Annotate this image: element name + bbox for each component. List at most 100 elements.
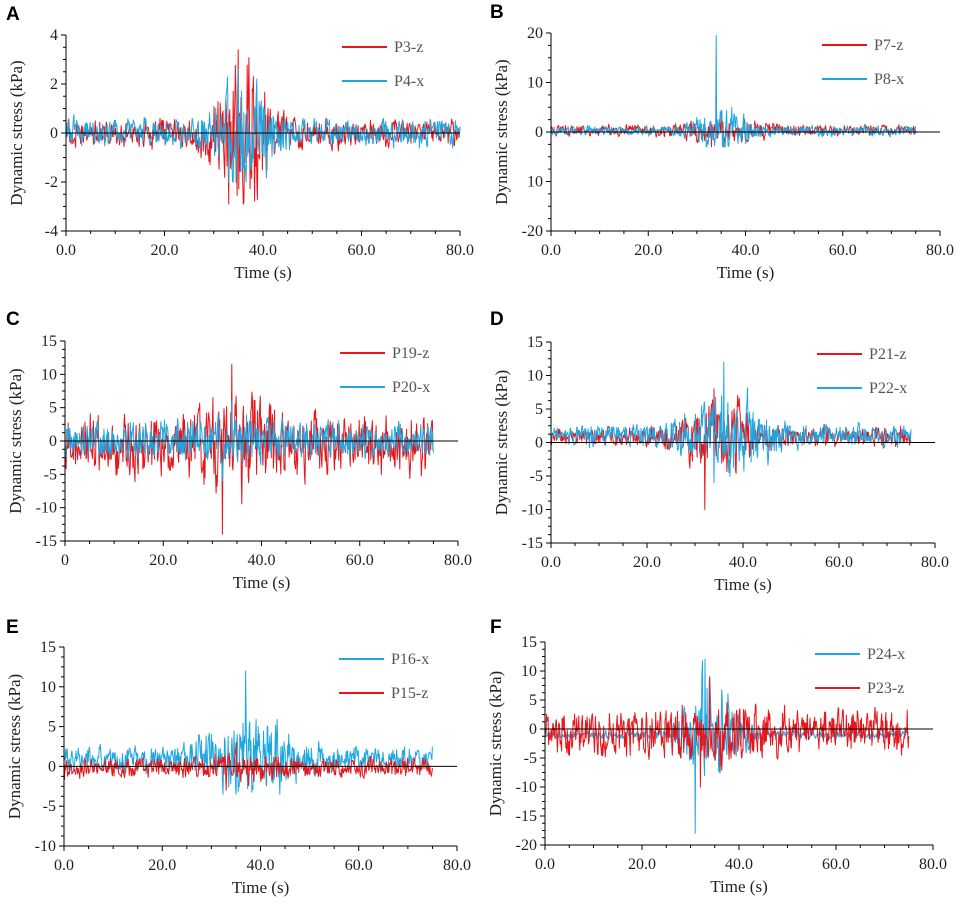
x-tick-label: 0.0 [54, 857, 74, 874]
series-group [64, 363, 434, 535]
y-tick-label: -10 [516, 779, 537, 796]
y-axis-title: Dynamic stress (kPa) [486, 671, 505, 816]
y-axis-title: Dynamic stress (kPa) [492, 370, 511, 515]
y-tick-label: 15 [40, 639, 56, 656]
panel-letter: A [6, 4, 20, 25]
series-group [550, 361, 912, 510]
x-tick-label: 40.0 [729, 554, 757, 571]
panel-F: F -20 -15 -10 -5 0 5 10 15 0.0 20.0 40.0 60.0 80.0 Tim… [486, 617, 947, 896]
y-tick-label: -4 [45, 223, 58, 240]
panel-letter: E [6, 617, 19, 638]
y-tick-label: 10 [41, 366, 57, 383]
x-tick-label: 60.0 [829, 242, 857, 259]
y-tick-label: -5 [530, 468, 543, 485]
y-tick-label: 0 [535, 435, 543, 452]
y-tick-label: -15 [36, 533, 57, 550]
y-tick-label: 0 [49, 433, 57, 450]
y-tick-label: 15 [521, 634, 537, 651]
x-tick-label: 40.0 [732, 242, 760, 259]
y-tick-label: 10 [521, 663, 537, 680]
y-tick-label: -20 [522, 223, 543, 240]
x-tick-label: 0.0 [56, 242, 76, 259]
x-tick-label: 40.0 [247, 857, 275, 874]
series-line-P15-z [63, 742, 433, 791]
panel-letter: F [490, 617, 502, 638]
x-axis-title: Time (s) [234, 263, 291, 282]
legend-label: P15-z [391, 685, 428, 702]
legend-label: P22-x [869, 380, 907, 397]
legend-label: P20-x [392, 379, 430, 396]
series-group [550, 35, 917, 148]
series-line-P24-x [544, 658, 910, 834]
y-tick-label: 0 [529, 721, 537, 738]
panel-B: B -20 10 0 10 20 0.0 20.0 40.0 60.0 80.0 Time (s) Dy… [490, 2, 954, 282]
x-tick-label: 80.0 [444, 552, 472, 569]
series-group [544, 658, 910, 834]
legend-label: P4-x [394, 73, 424, 90]
y-axis-title: Dynamic stress (kPa) [6, 368, 25, 513]
y-tick-label: 0 [535, 124, 543, 141]
x-tick-label: 40.0 [725, 856, 753, 873]
series-line-P22-x [550, 361, 912, 484]
y-tick-label: 15 [41, 333, 57, 350]
x-tick-label: 0.0 [541, 554, 561, 571]
y-tick-label: -5 [44, 466, 57, 483]
series-line-P4-x [65, 68, 461, 183]
y-tick-label: 0 [50, 125, 58, 142]
series-group [65, 49, 461, 205]
x-tick-label: 40.0 [249, 242, 277, 259]
x-tick-label: 80.0 [446, 242, 474, 259]
panel-letter: D [490, 309, 504, 330]
x-tick-label: 60.0 [822, 856, 850, 873]
x-tick-label: 60.0 [346, 552, 374, 569]
y-tick-label: 10 [527, 174, 543, 191]
y-tick-label: 10 [40, 679, 56, 696]
y-tick-label: 4 [50, 27, 58, 44]
y-axis-title: Dynamic stress (kPa) [492, 59, 511, 204]
panel-D: D -15 -10 -5 0 5 10 15 0.0 20.0 40.0 60.0 80.0 Time (… [490, 309, 949, 594]
y-tick-label: -10 [35, 838, 56, 855]
x-axis-title: Time (s) [710, 877, 767, 896]
legend-label: P23-z [867, 680, 904, 697]
y-tick-label: 5 [48, 719, 56, 736]
y-tick-label: 5 [49, 400, 57, 417]
x-axis-title: Time (s) [714, 575, 771, 594]
series-line-P8-x [550, 35, 917, 148]
y-tick-label: 5 [535, 401, 543, 418]
x-axis-title: Time (s) [233, 573, 290, 592]
x-tick-label: 20.0 [148, 857, 176, 874]
series-group [63, 670, 433, 795]
x-tick-label: 20.0 [634, 242, 662, 259]
x-tick-label: 0.0 [541, 242, 561, 259]
x-axis-title: Time (s) [232, 878, 289, 897]
legend-label: P16-x [391, 651, 429, 668]
series-line-P23-z [544, 676, 910, 788]
x-axis-title: Time (s) [717, 263, 774, 282]
y-tick-label: -10 [36, 500, 57, 517]
x-tick-label: 0 [61, 552, 69, 569]
y-tick-label: 5 [529, 692, 537, 709]
x-tick-label: 80.0 [919, 856, 947, 873]
y-tick-label: -2 [45, 174, 58, 191]
x-tick-label: 60.0 [825, 554, 853, 571]
legend-label: P3-z [394, 39, 423, 56]
panel-E: E -10 -5 0 5 10 15 0.0 20.0 40.0 60.0 80.0 Time (s) D… [5, 617, 471, 897]
y-tick-label: 2 [50, 76, 58, 93]
y-tick-label: -20 [516, 837, 537, 854]
legend-label: P7-z [874, 37, 903, 54]
x-tick-label: 20.0 [628, 856, 656, 873]
y-tick-label: 10 [527, 368, 543, 385]
x-tick-label: 20.0 [151, 242, 179, 259]
y-tick-label: -15 [516, 808, 537, 825]
panel-letter: C [6, 309, 20, 330]
y-tick-label: -5 [43, 798, 56, 815]
x-tick-label: 60.0 [348, 242, 376, 259]
y-tick-label: 20 [527, 25, 543, 42]
y-axis-title: Dynamic stress (kPa) [5, 674, 24, 819]
y-tick-label: 15 [527, 334, 543, 351]
x-tick-label: 80.0 [443, 857, 471, 874]
panel-C: C -15 -10 -5 0 5 10 15 0 20.0 40.0 60.0 80.0 Time (s)… [6, 309, 472, 592]
legend-label: P21-z [869, 346, 906, 363]
